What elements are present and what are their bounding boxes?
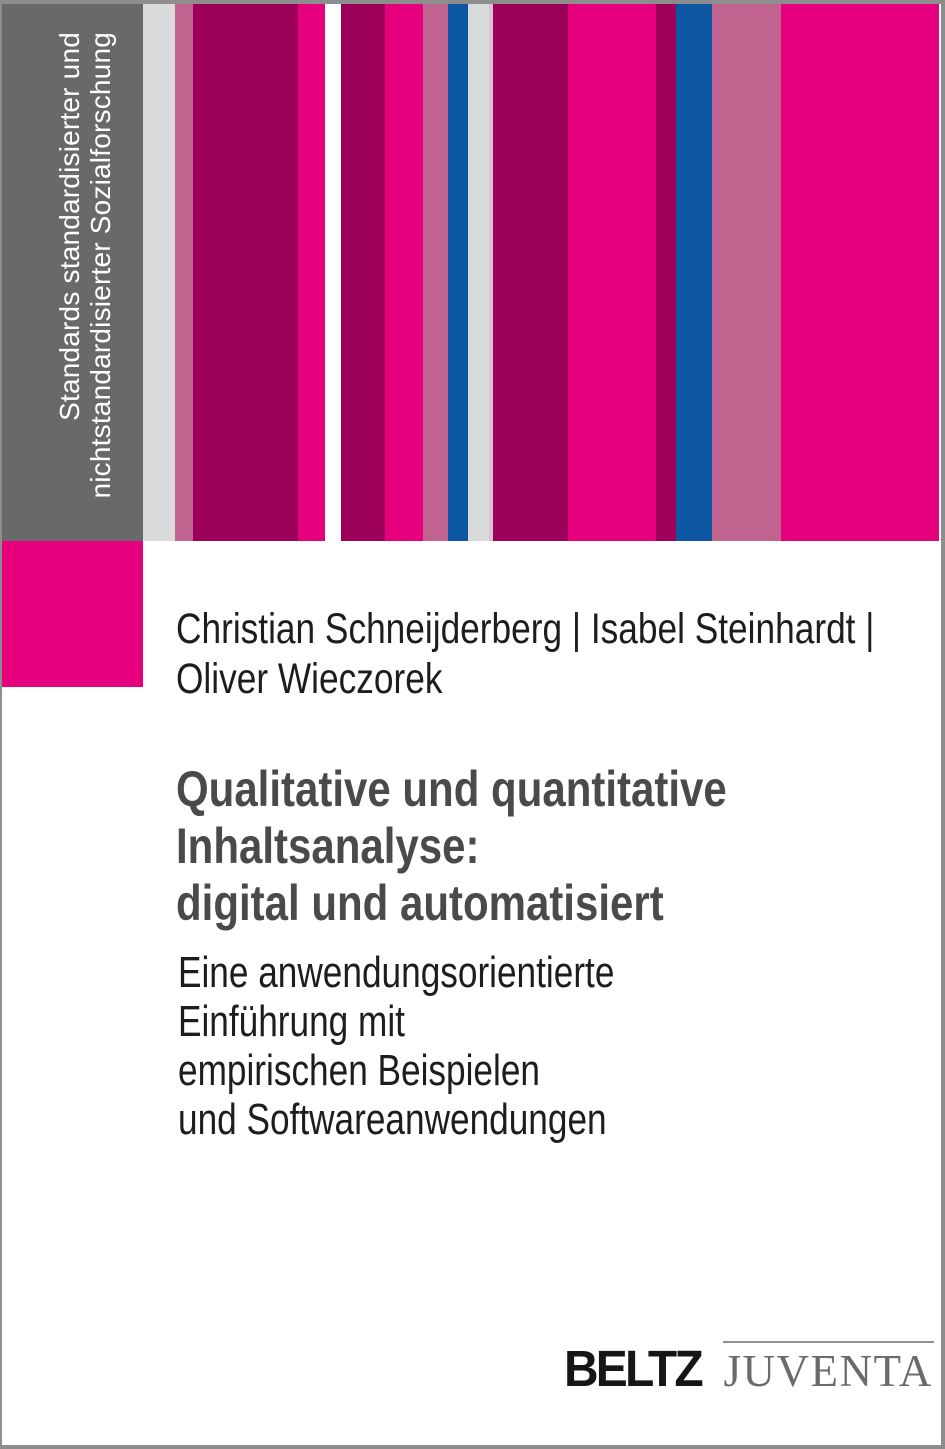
color-stripe: [468, 4, 489, 541]
subtitle-line2: Einführung mit: [178, 997, 405, 1046]
author-line2: Oliver Wieczorek: [176, 655, 443, 703]
color-stripe: [676, 4, 712, 541]
color-stripe: [423, 4, 448, 541]
pink-accent-square: [2, 541, 143, 687]
publisher-logo: BELTZ JUVENTA: [564, 1341, 934, 1394]
series-label: Standards standardisierter und nichtstan…: [2, 4, 143, 541]
color-stripe: [656, 4, 676, 541]
color-stripe: [448, 4, 468, 541]
title-line1: Qualitative und quantitative: [176, 761, 727, 817]
color-stripe: [712, 4, 781, 541]
series-label-line2: nichtstandardisierter Sozialforschung: [85, 32, 116, 499]
color-stripe: [493, 4, 568, 541]
color-stripe: [781, 4, 939, 541]
subtitle-line4: und Softwareanwendungen: [178, 1095, 607, 1144]
color-stripe: [568, 4, 656, 541]
juventa-wordmark: JUVENTA: [723, 1346, 933, 1396]
author-line1: Christian Schneijderberg | Isabel Steinh…: [176, 605, 875, 653]
color-stripe: [143, 4, 175, 541]
color-stripe-band: [143, 4, 941, 541]
color-stripe: [341, 4, 385, 541]
color-stripe: [175, 4, 193, 541]
subtitle-line1: Eine anwendungsorientierte: [178, 948, 615, 997]
book-title: Qualitative und quantitative Inhaltsanal…: [176, 761, 727, 932]
color-stripe: [385, 4, 423, 541]
author-names: Christian Schneijderberg | Isabel Steinh…: [176, 604, 874, 704]
subtitle-line3: empirischen Beispielen: [178, 1046, 540, 1095]
title-line3: digital und automatisiert: [176, 875, 664, 931]
color-stripe: [298, 4, 325, 541]
book-subtitle: Eine anwendungsorientierte Einführung mi…: [178, 948, 614, 1144]
beltz-wordmark: BELTZ: [564, 1340, 704, 1397]
series-sidebar: Standards standardisierter und nichtstan…: [2, 4, 143, 541]
color-stripe: [325, 4, 341, 541]
color-stripe: [193, 4, 298, 541]
color-stripe: [489, 4, 493, 541]
juventa-overline: JUVENTA: [722, 1341, 934, 1396]
series-label-line1: Standards standardisierter und: [54, 32, 85, 421]
title-line2: Inhaltsanalyse:: [176, 818, 480, 874]
